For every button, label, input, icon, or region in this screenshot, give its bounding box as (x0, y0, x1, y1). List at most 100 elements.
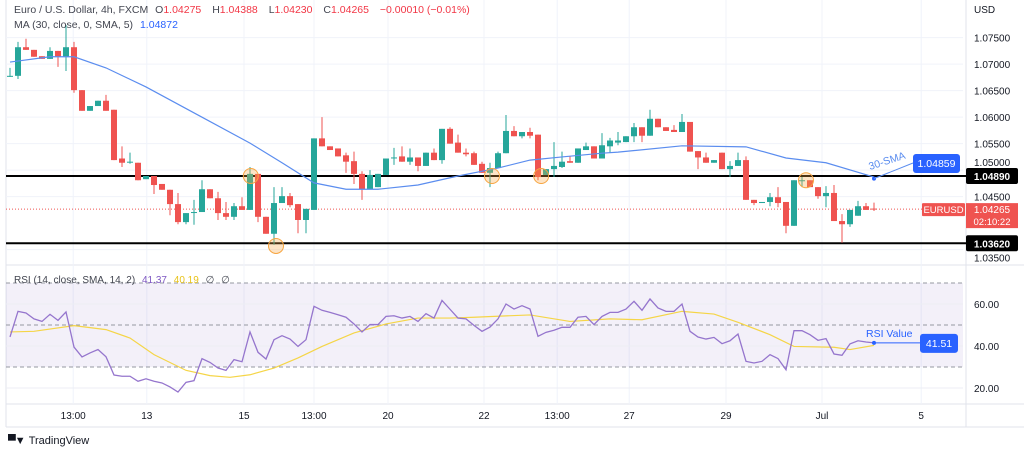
open-label: O (155, 4, 164, 16)
candle-up (607, 140, 613, 147)
time-tick-label: Jul (816, 411, 829, 422)
low-value: 1.04230 (274, 4, 313, 16)
candle-down (871, 208, 877, 210)
rsi-legend: RSI (14, close, SMA, 14, 2) 41.37 40.19 … (14, 275, 234, 286)
symbol-title[interactable]: Euro / U.S. Dollar, 4h, FXCM (14, 4, 149, 16)
candle-down (655, 118, 661, 128)
main-legend: Euro / U.S. Dollar, 4h, FXCM O1.04275 H 1… (14, 4, 474, 16)
rsi-label[interactable]: RSI (14, close, SMA, 14, 2) (14, 275, 136, 286)
rsi-ma-value: 40.19 (173, 275, 199, 286)
tradingview-logo-icon: ▀▼ (8, 435, 26, 447)
candle-down (111, 109, 117, 161)
candle-up (823, 192, 829, 197)
candle-up (519, 132, 525, 137)
rsi-tick-label: 40.00 (974, 342, 999, 353)
last-price-label: 1.04265 (974, 205, 1011, 216)
candle-down (287, 196, 293, 206)
candle-down (511, 130, 517, 137)
sma-value-label: 1.04859 (918, 158, 956, 170)
candle-down (783, 201, 789, 226)
candle-down (175, 204, 181, 223)
ma-value: 1.04872 (139, 19, 178, 31)
price-tick-label: 1.05000 (974, 158, 1011, 169)
candle-up (503, 130, 509, 154)
candle-up (759, 201, 765, 204)
candle-up (847, 209, 853, 225)
candle-down (479, 163, 485, 173)
price-tick-label: 1.05500 (974, 140, 1011, 151)
candle-up (647, 118, 653, 136)
candle-down (527, 132, 533, 136)
candle-down (55, 50, 61, 57)
candle-up (495, 153, 501, 169)
candle-down (591, 146, 597, 159)
candle-up (767, 197, 773, 202)
candle-up (407, 157, 413, 162)
rsi-value: 41.37 (141, 275, 167, 286)
candle-down (695, 151, 701, 158)
candle-down (255, 173, 261, 217)
candle-down (775, 197, 781, 204)
candle-up (247, 173, 253, 210)
candle-down (743, 160, 749, 200)
candle-up (791, 180, 797, 226)
candle-down (863, 206, 869, 210)
candle-up (551, 165, 557, 170)
candle-down (335, 148, 341, 157)
candle-down (343, 155, 349, 162)
time-tick-label: 5 (918, 411, 924, 422)
touch-point-circle (484, 168, 500, 184)
candle-up (559, 161, 565, 167)
candle-up (599, 145, 605, 159)
candle-down (839, 221, 845, 225)
candle-down (351, 161, 357, 174)
candle-up (191, 212, 197, 214)
candle-up (231, 206, 237, 217)
candle-down (639, 127, 645, 136)
touch-point-circle (242, 168, 259, 184)
candle-down (399, 156, 405, 162)
sma-annotation-text: 30-SMA (867, 150, 907, 173)
candle-down (415, 157, 421, 166)
level-price-label: 1.03620 (974, 239, 1011, 250)
candle-up (127, 161, 133, 163)
candle-up (855, 206, 861, 216)
candle-down (567, 161, 573, 163)
time-tick-label: 13 (141, 411, 153, 422)
time-tick-label: 27 (624, 411, 636, 422)
open-value: 1.04275 (163, 4, 202, 16)
candle-down (239, 206, 245, 210)
candle-down (79, 90, 85, 111)
tradingview-logo[interactable]: ▀▼ TradingView (8, 435, 89, 447)
tradingview-logo-text: TradingView (28, 435, 90, 447)
candle-down (663, 127, 669, 131)
candle-up (487, 168, 493, 173)
candle-up (439, 128, 445, 161)
candle-down (359, 173, 365, 190)
candle-down (471, 153, 477, 165)
candle-down (319, 138, 325, 147)
candle-up (423, 152, 429, 166)
candle-down (295, 204, 301, 220)
low-label: L (268, 4, 275, 16)
candle-down (535, 134, 541, 178)
high-label: H (212, 4, 220, 16)
candle-up (615, 140, 621, 143)
candle-up (303, 208, 309, 220)
candle-down (71, 47, 77, 91)
sma-value-box (913, 154, 960, 173)
candle-up (799, 180, 805, 182)
ma-label[interactable]: MA (30, close, 0, SMA, 5) (14, 19, 134, 31)
candle-up (711, 160, 717, 163)
time-tick-label: 29 (720, 411, 732, 422)
candle-up (279, 196, 285, 204)
time-tick-label: 13:00 (61, 411, 86, 422)
candle-down (103, 100, 109, 111)
rsi-line (9, 297, 875, 393)
candle-down (447, 128, 453, 144)
time-tick-label: 20 (382, 411, 394, 422)
rsi-extra-1: ∅ (205, 275, 215, 286)
candle-up (367, 174, 373, 190)
candle-up (543, 169, 549, 175)
